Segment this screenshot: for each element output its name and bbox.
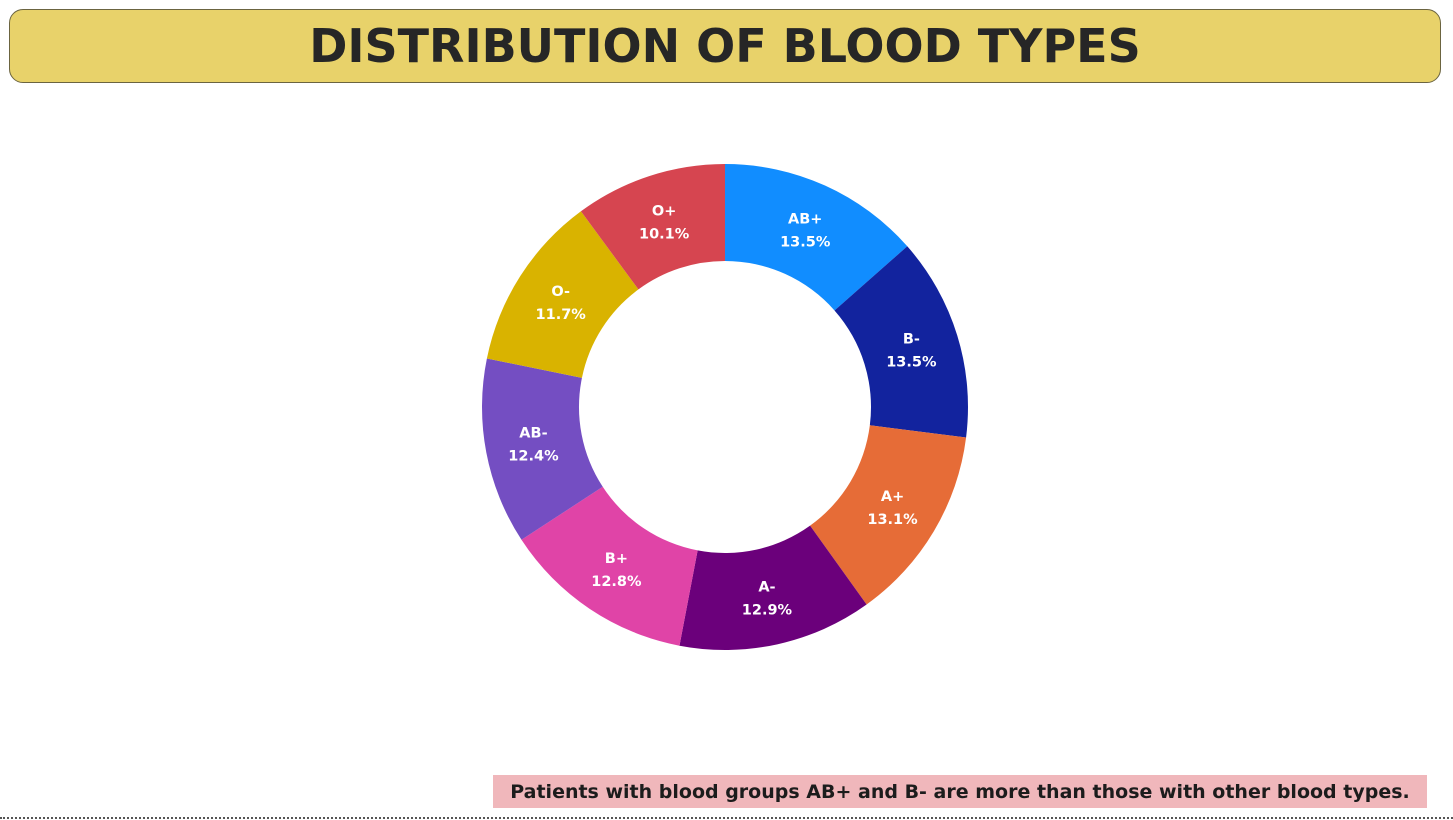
slice-percent-label: 10.1% — [639, 227, 690, 243]
slice-category-label: A+ — [881, 489, 904, 505]
slice-percent-label: 13.1% — [867, 512, 918, 528]
slice-O-pos[interactable] — [580, 164, 725, 290]
title-banner: DISTRIBUTION OF BLOOD TYPES — [9, 9, 1441, 83]
slice-B-pos[interactable] — [521, 486, 698, 646]
bottom-divider — [0, 817, 1453, 819]
slice-B-neg[interactable] — [834, 246, 968, 438]
slice-category-label: AB- — [519, 426, 547, 442]
slice-category-label: O- — [551, 284, 570, 300]
insight-callout: Patients with blood groups AB+ and B- ar… — [493, 775, 1427, 808]
slice-percent-label: 12.8% — [591, 574, 642, 590]
slice-AB-neg[interactable] — [482, 358, 603, 540]
donut-slices — [482, 164, 968, 650]
donut-data-labels: AB+ 13.5% B- 13.5% A+ 13.1% A- 12.9% B+ 12.8% AB- 1… — [508, 204, 937, 619]
slice-percent-label: 12.9% — [742, 602, 793, 618]
slice-category-label: B+ — [605, 551, 628, 567]
slice-percent-label: 13.5% — [886, 355, 937, 371]
insight-text: Patients with blood groups AB+ and B- ar… — [510, 780, 1410, 803]
slice-percent-label: 13.5% — [780, 234, 831, 250]
donut-chart: AB+ 13.5% B- 13.5% A+ 13.1% A- 12.9% B+ 12.8% AB- 1… — [482, 164, 968, 650]
slice-percent-label: 12.4% — [508, 449, 559, 465]
slice-category-label: B- — [903, 332, 920, 348]
slice-O-neg[interactable] — [486, 211, 639, 378]
slice-AB-pos[interactable] — [725, 164, 908, 311]
slice-category-label: O+ — [652, 204, 676, 220]
slice-category-label: A- — [758, 579, 775, 595]
slice-percent-label: 11.7% — [536, 307, 587, 323]
chart-title: DISTRIBUTION OF BLOOD TYPES — [309, 19, 1141, 73]
slice-A-pos[interactable] — [810, 425, 967, 605]
slice-A-neg[interactable] — [679, 525, 867, 650]
slice-category-label: AB+ — [788, 211, 822, 227]
